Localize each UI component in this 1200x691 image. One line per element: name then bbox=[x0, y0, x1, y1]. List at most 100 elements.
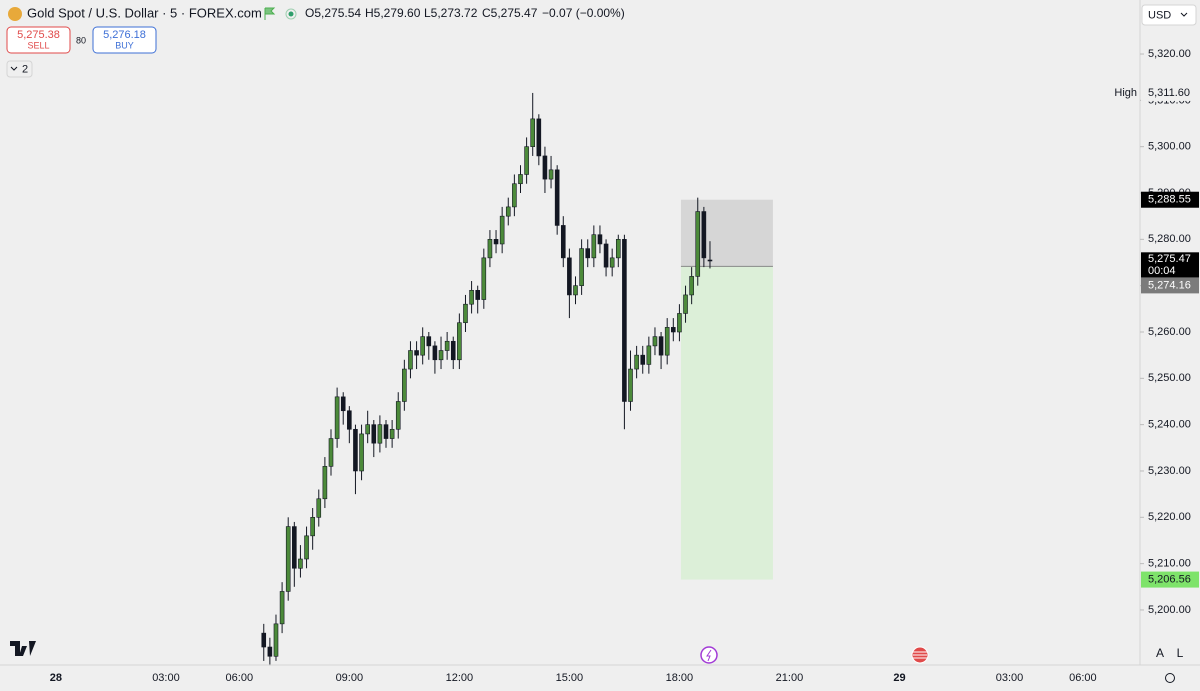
spread: 80 bbox=[76, 35, 86, 45]
candle-body bbox=[340, 396, 346, 412]
candle-body bbox=[695, 211, 701, 277]
candle-body bbox=[701, 211, 707, 259]
price-tag-label: 5,288.55 bbox=[1148, 194, 1191, 206]
ohlc-close: C5,275.47 bbox=[482, 6, 538, 20]
candle-body bbox=[597, 234, 603, 245]
candle-body bbox=[505, 206, 511, 217]
candle-body bbox=[530, 118, 536, 147]
candle-body bbox=[304, 535, 309, 560]
candle-body bbox=[524, 146, 529, 175]
candle-body bbox=[365, 424, 370, 435]
y-tick-label: 5,230.00 bbox=[1148, 465, 1191, 477]
x-tick-label: 28 bbox=[50, 672, 62, 684]
ohlc-change: −0.07 (−0.00%) bbox=[542, 6, 625, 20]
ohlc-high: H5,279.60 bbox=[365, 6, 421, 20]
currency-select[interactable] bbox=[1141, 4, 1197, 26]
x-tick-label: 29 bbox=[893, 672, 905, 684]
flag-icon[interactable] bbox=[264, 7, 276, 20]
candle-body bbox=[671, 327, 676, 333]
y-tick-label: 5,280.00 bbox=[1148, 233, 1191, 245]
candle-body bbox=[567, 257, 572, 296]
candle-body bbox=[677, 313, 682, 333]
candle-body bbox=[707, 259, 713, 262]
candle-body bbox=[438, 350, 444, 361]
y-tick-label: 5,260.00 bbox=[1148, 326, 1191, 338]
x-tick-label: 15:00 bbox=[556, 672, 584, 684]
candle-body bbox=[420, 336, 425, 356]
candle-body bbox=[322, 466, 328, 500]
sell-price: 5,275.38 bbox=[17, 29, 60, 41]
candle-body bbox=[579, 248, 584, 286]
candle-body bbox=[402, 368, 407, 402]
candle-body bbox=[634, 354, 639, 370]
log-scale-button[interactable]: L bbox=[1177, 646, 1184, 660]
plot-area bbox=[261, 92, 773, 666]
x-tick-label: 06:00 bbox=[226, 672, 254, 684]
candle-body bbox=[383, 424, 389, 439]
candle-body bbox=[622, 239, 627, 402]
candle-body bbox=[377, 424, 383, 444]
candle-body bbox=[493, 239, 499, 245]
candle-body bbox=[548, 169, 554, 180]
candle-body bbox=[475, 289, 480, 300]
candle-body bbox=[389, 428, 395, 439]
buy-button[interactable] bbox=[92, 26, 157, 54]
ohlc-low: L5,273.72 bbox=[424, 6, 478, 20]
candle-body bbox=[273, 623, 279, 657]
price-tag-label: 5,206.56 bbox=[1148, 573, 1191, 585]
candle-body bbox=[334, 396, 340, 439]
symbol-icon[interactable] bbox=[8, 7, 22, 21]
x-tick-label: 03:00 bbox=[152, 672, 180, 684]
high-marker-box bbox=[1141, 84, 1199, 101]
y-tick-label: 5,210.00 bbox=[1148, 558, 1191, 570]
flag-stripes bbox=[913, 651, 927, 659]
candle-body bbox=[298, 558, 303, 569]
candle-body bbox=[615, 239, 621, 259]
candle-body bbox=[573, 285, 578, 296]
indicators-toggle[interactable] bbox=[6, 60, 33, 78]
candle-body bbox=[463, 303, 468, 324]
price-tag bbox=[1141, 571, 1199, 588]
auto-scale-button[interactable]: A bbox=[1156, 646, 1164, 660]
candle-body bbox=[285, 526, 291, 592]
tv-logo[interactable] bbox=[10, 641, 36, 656]
candle-body bbox=[499, 215, 505, 245]
y-tick-label: 5,300.00 bbox=[1148, 141, 1191, 153]
last-price-label: 5,275.47 bbox=[1148, 253, 1191, 265]
candle-body bbox=[414, 350, 419, 356]
y-tick-label: 5,320.00 bbox=[1148, 48, 1191, 60]
candle-body bbox=[310, 517, 315, 537]
dropdown-icon bbox=[1180, 12, 1188, 17]
candle-body bbox=[518, 174, 523, 185]
ohlc-open: O5,275.54 bbox=[305, 6, 361, 20]
candle-body bbox=[658, 336, 664, 356]
candle-body bbox=[261, 632, 267, 648]
candle-body bbox=[444, 340, 450, 351]
target-zone bbox=[680, 266, 773, 580]
candle-body bbox=[450, 340, 456, 361]
settings-icon[interactable] bbox=[1165, 673, 1175, 683]
candle-body bbox=[469, 289, 474, 305]
candle-body bbox=[609, 257, 615, 268]
candle-body bbox=[408, 350, 413, 370]
x-tick-label: 03:00 bbox=[996, 672, 1024, 684]
symbol-title[interactable]: Gold Spot / U.S. Dollar · 5 · FOREX.com bbox=[27, 5, 262, 20]
last-price-box bbox=[1141, 252, 1199, 279]
candle-body bbox=[640, 354, 646, 365]
y-tick-label: 5,200.00 bbox=[1148, 604, 1191, 616]
candle-body bbox=[395, 401, 401, 430]
candle-body bbox=[457, 322, 462, 361]
event-icon[interactable] bbox=[700, 646, 718, 664]
indicators-count: 2 bbox=[22, 63, 28, 75]
candle-body bbox=[683, 294, 688, 314]
high-marker-label: 5,311.60 bbox=[1148, 87, 1190, 99]
candle-body bbox=[267, 646, 273, 657]
candle-body bbox=[426, 336, 432, 347]
candle-body bbox=[432, 345, 438, 361]
candle-body bbox=[560, 225, 566, 259]
sell-button[interactable] bbox=[6, 26, 71, 54]
x-tick-label: 18:00 bbox=[666, 672, 694, 684]
candle-body bbox=[279, 591, 285, 625]
candle-body bbox=[664, 327, 670, 356]
